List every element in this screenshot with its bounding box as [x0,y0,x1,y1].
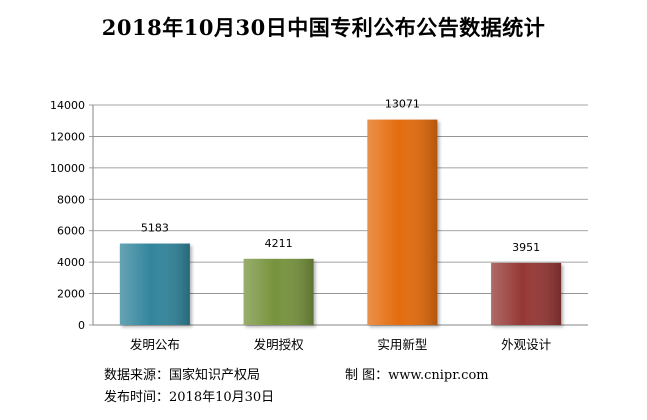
data-label: 3951 [512,241,540,254]
maker-label: 制 图： [345,368,388,383]
bar-highlight [367,120,437,325]
date-label: 发布时间： [104,390,169,405]
x-tick-label: 外观设计 [501,337,551,352]
y-tick-label: 6000 [57,225,85,238]
bar-highlight [244,259,314,325]
y-tick-label: 10000 [50,162,85,175]
publish-date: 发布时间：2018年10月30日 [104,386,274,405]
y-tick-label: 14000 [50,99,85,112]
date-value: 2018年10月30日 [169,390,274,405]
y-tick-label: 4000 [57,256,85,269]
data-label: 13071 [385,98,420,111]
y-tick-label: 8000 [57,193,85,206]
data-label: 5183 [141,222,169,235]
x-tick-label: 发明授权 [254,337,305,352]
y-tick-label: 0 [78,319,85,332]
x-tick-label: 发明公布 [130,337,180,352]
x-tick-label: 实用新型 [377,337,427,352]
source-value: 国家知识产权局 [169,368,260,383]
maker-value: www.cnipr.com [388,368,488,383]
data-source: 数据来源：国家知识产权局 [104,364,260,383]
bar-highlight [491,263,561,325]
chart-maker: 制 图：www.cnipr.com [345,364,489,383]
y-tick-label: 12000 [50,130,85,143]
y-tick-label: 2000 [57,288,85,301]
bar-chart: 0 2000 4000 6000 8000 10000 12000 14000 5183 发明公布… [0,0,647,360]
data-label: 4211 [265,237,293,250]
bars [120,120,561,325]
source-label: 数据来源： [104,368,169,383]
bar-highlight [120,244,190,325]
